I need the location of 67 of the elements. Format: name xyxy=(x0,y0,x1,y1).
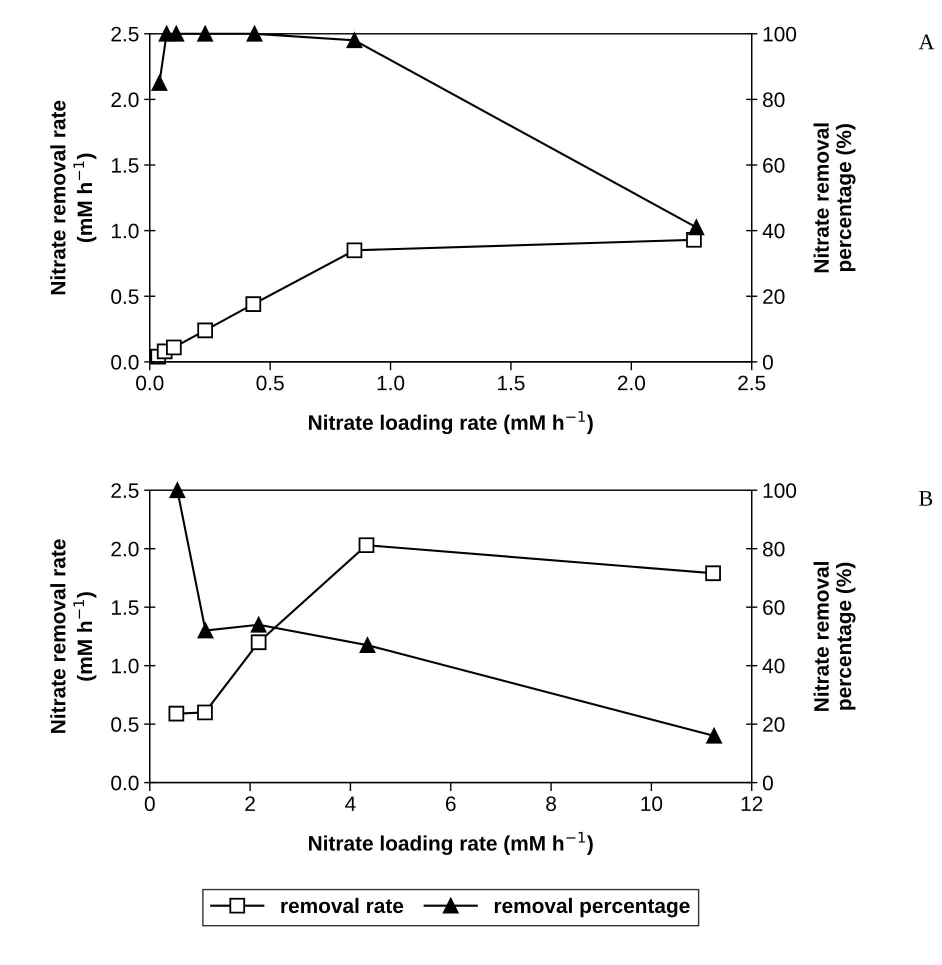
x-tick-label: 6 xyxy=(446,796,456,812)
y-tick-label: 0.0 xyxy=(111,354,139,370)
x-tick-label: 4 xyxy=(345,796,356,811)
y-tick-label: 0.5 xyxy=(111,289,138,304)
x-tick-label: 10 xyxy=(641,796,662,812)
x-axis-title: Nitrate loading rate (mM h$^{−1}$) xyxy=(309,411,593,434)
point xyxy=(197,704,213,720)
y2-tick-label: 40 xyxy=(762,658,784,674)
x-tick-label: 12 xyxy=(742,796,762,811)
x-tick-label: 2 xyxy=(245,796,255,811)
x-tick-label: 0.5 xyxy=(256,376,284,390)
y2-tick-label: 100 xyxy=(764,26,796,42)
point xyxy=(166,340,182,356)
x-tick-label: 0.0 xyxy=(136,376,164,390)
point xyxy=(246,26,262,42)
x-tick-label: 1.5 xyxy=(498,376,525,390)
point xyxy=(358,537,374,554)
x-tick-label: 0 xyxy=(144,796,155,812)
x-tick-label: 1.0 xyxy=(378,376,404,390)
legend-label: removal rate xyxy=(281,898,404,914)
y-tick-label: 1.0 xyxy=(112,658,139,674)
point xyxy=(250,634,266,650)
y2-axis-title: Nitrate removal percentage (%) xyxy=(814,562,856,711)
point xyxy=(688,220,704,236)
x-tick-label: 2.0 xyxy=(618,376,645,390)
y2-tick-label: 0 xyxy=(762,776,773,790)
y2-tick-label: 40 xyxy=(762,224,784,238)
point xyxy=(245,296,262,312)
legend-label: removal percentage xyxy=(494,898,690,918)
point xyxy=(197,322,214,338)
point xyxy=(168,26,184,42)
y-tick-label: 0.5 xyxy=(111,717,138,732)
y-tick-label: 1.5 xyxy=(112,600,138,615)
y-tick-label: 2.5 xyxy=(111,483,138,498)
y-tick-label: 2.0 xyxy=(111,92,139,108)
y2-tick-label: 60 xyxy=(763,158,784,173)
x-axis-title: Nitrate loading rate (mM h$^{−1}$) xyxy=(309,832,593,855)
point xyxy=(706,728,722,744)
y-tick-label: 1.0 xyxy=(112,224,139,238)
y-tick-label: 0.0 xyxy=(111,776,139,790)
y-tick-label: 2.0 xyxy=(111,542,139,556)
point xyxy=(250,616,266,633)
y2-tick-label: 20 xyxy=(763,289,784,304)
y2-tick-label: 80 xyxy=(763,542,784,556)
y2-tick-label: 0 xyxy=(762,354,773,370)
text: A xyxy=(918,34,934,50)
text: B xyxy=(919,491,932,506)
y2-tick-label: 100 xyxy=(764,483,796,498)
y-axis-title: Nitrate removal rate (mM h$^{−1}$) xyxy=(50,100,96,294)
point xyxy=(346,242,362,258)
y2-tick-label: 60 xyxy=(763,600,784,615)
y2-axis-title: Nitrate removal percentage (%) xyxy=(814,123,856,272)
point xyxy=(168,706,184,722)
y-tick-label: 1.5 xyxy=(112,158,138,173)
x-tick-label: 8 xyxy=(546,796,556,812)
point xyxy=(170,482,186,498)
point xyxy=(198,622,214,638)
point xyxy=(346,32,362,48)
point xyxy=(197,26,214,42)
y-tick-label: 2.5 xyxy=(111,26,138,42)
point xyxy=(360,637,376,654)
y-axis-title: Nitrate removal rate (mM h$^{−1}$) xyxy=(50,539,96,733)
x-tick-label: 2.5 xyxy=(738,376,766,390)
point xyxy=(705,565,721,582)
point xyxy=(152,75,168,91)
y2-tick-label: 20 xyxy=(763,717,784,732)
y2-tick-label: 80 xyxy=(763,92,784,108)
